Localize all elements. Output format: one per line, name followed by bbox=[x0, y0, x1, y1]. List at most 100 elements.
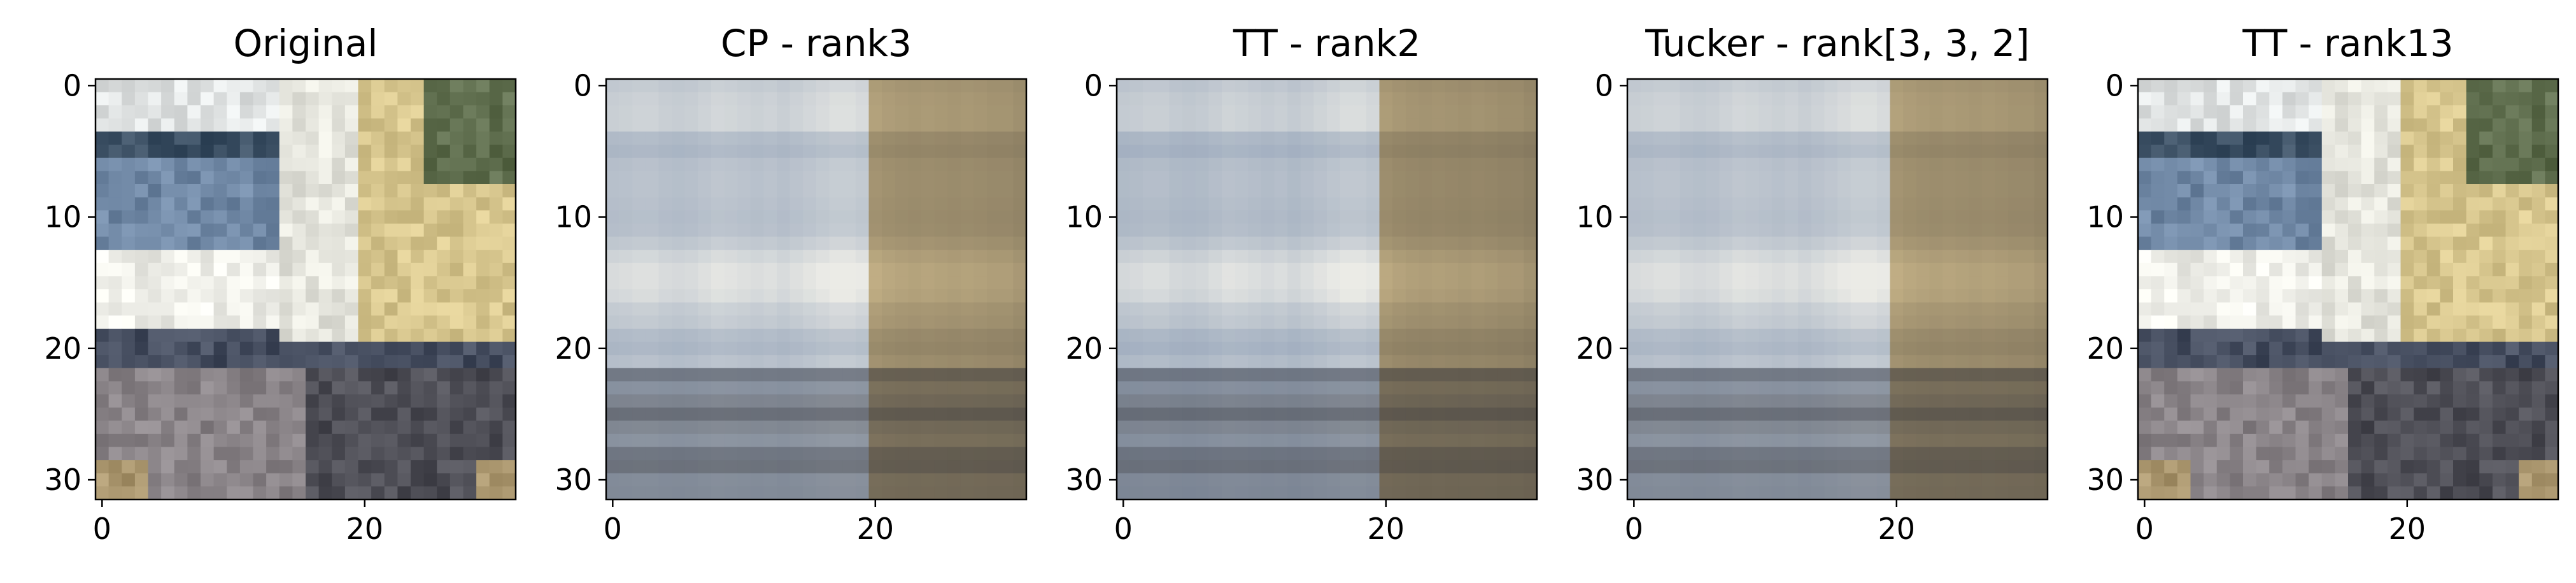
pixel bbox=[1916, 263, 1930, 277]
pixel bbox=[292, 368, 306, 382]
pixel bbox=[1943, 145, 1957, 159]
pixel bbox=[318, 105, 332, 119]
pixel bbox=[2138, 368, 2152, 382]
pixel bbox=[1890, 105, 1904, 119]
pixel bbox=[2164, 105, 2178, 119]
pixel bbox=[763, 223, 777, 238]
pixel bbox=[1445, 486, 1459, 500]
pixel bbox=[2151, 315, 2165, 329]
pixel bbox=[987, 289, 1001, 303]
pixel bbox=[1405, 355, 1419, 369]
pixel bbox=[1195, 447, 1209, 461]
pixel bbox=[645, 250, 660, 264]
pixel bbox=[750, 328, 765, 343]
pixel bbox=[2545, 79, 2559, 93]
pixel bbox=[1837, 223, 1851, 238]
pixel bbox=[108, 92, 122, 106]
pixel bbox=[789, 263, 803, 277]
pixel bbox=[2021, 236, 2035, 250]
pixel bbox=[1929, 79, 1943, 93]
pixel bbox=[1850, 433, 1864, 448]
pixel bbox=[777, 145, 791, 159]
pixel bbox=[1300, 447, 1314, 461]
pixel bbox=[855, 407, 870, 421]
pixel bbox=[411, 223, 425, 238]
pixel bbox=[711, 289, 725, 303]
pixel bbox=[1811, 460, 1825, 474]
pixel bbox=[344, 223, 359, 238]
pixel bbox=[1261, 157, 1275, 171]
pixel bbox=[803, 315, 817, 329]
pixel bbox=[2034, 118, 2048, 133]
pixel bbox=[1759, 302, 1773, 316]
pixel bbox=[2531, 171, 2545, 185]
pixel bbox=[816, 368, 830, 382]
pixel bbox=[1497, 197, 1511, 211]
pixel bbox=[2295, 131, 2309, 145]
pixel bbox=[1445, 381, 1459, 395]
pixel bbox=[2321, 236, 2335, 250]
pixel bbox=[1745, 79, 1759, 93]
pixel bbox=[2374, 342, 2388, 356]
pixel bbox=[1445, 263, 1459, 277]
pixel bbox=[423, 407, 437, 421]
pixel bbox=[1995, 171, 2009, 185]
pixel bbox=[632, 394, 646, 408]
pixel bbox=[934, 210, 948, 224]
pixel bbox=[2216, 171, 2230, 185]
pixel bbox=[2400, 223, 2414, 238]
pixel bbox=[1340, 342, 1354, 356]
pixel bbox=[1013, 171, 1027, 185]
pixel bbox=[1995, 302, 2009, 316]
pixel bbox=[2034, 197, 2048, 211]
pixel bbox=[1903, 302, 1917, 316]
pixel bbox=[358, 145, 372, 159]
pixel bbox=[960, 342, 975, 356]
pixel bbox=[1916, 105, 1930, 119]
pixel bbox=[332, 197, 346, 211]
pixel bbox=[397, 368, 411, 382]
pixel bbox=[1497, 79, 1511, 93]
pixel bbox=[1274, 381, 1288, 395]
pixel bbox=[1300, 394, 1314, 408]
pixel bbox=[411, 131, 425, 145]
pixel bbox=[2453, 355, 2467, 369]
pixel bbox=[658, 236, 672, 250]
pixel bbox=[606, 486, 620, 500]
pixel bbox=[2348, 263, 2362, 277]
pixel bbox=[960, 433, 975, 448]
pixel bbox=[1432, 210, 1446, 224]
pixel bbox=[1169, 473, 1183, 487]
pixel bbox=[1419, 407, 1433, 421]
pixel bbox=[463, 236, 477, 250]
pixel bbox=[384, 276, 398, 290]
pixel bbox=[1156, 105, 1170, 119]
pixel bbox=[1327, 342, 1341, 356]
pixel bbox=[1156, 381, 1170, 395]
pixel bbox=[1300, 92, 1314, 106]
pixel bbox=[763, 79, 777, 93]
pixel bbox=[803, 92, 817, 106]
pixel bbox=[2256, 276, 2270, 290]
pixel bbox=[2230, 342, 2244, 356]
pixel bbox=[1916, 184, 1930, 198]
pixel bbox=[947, 473, 961, 487]
pixel bbox=[437, 250, 451, 264]
pixel bbox=[201, 197, 215, 211]
pixel bbox=[201, 184, 215, 198]
pixel bbox=[711, 486, 725, 500]
pixel bbox=[1824, 118, 1838, 133]
pixel bbox=[1955, 421, 1969, 435]
pixel bbox=[253, 184, 267, 198]
pixel bbox=[921, 236, 935, 250]
pixel bbox=[279, 421, 293, 435]
pixel bbox=[371, 302, 385, 316]
pixel bbox=[1916, 421, 1930, 435]
pixel bbox=[1798, 421, 1812, 435]
pixel bbox=[816, 394, 830, 408]
pixel bbox=[397, 105, 411, 119]
pixel bbox=[2177, 145, 2191, 159]
pixel bbox=[1811, 328, 1825, 343]
pixel bbox=[619, 118, 633, 133]
pixel bbox=[2492, 263, 2507, 277]
